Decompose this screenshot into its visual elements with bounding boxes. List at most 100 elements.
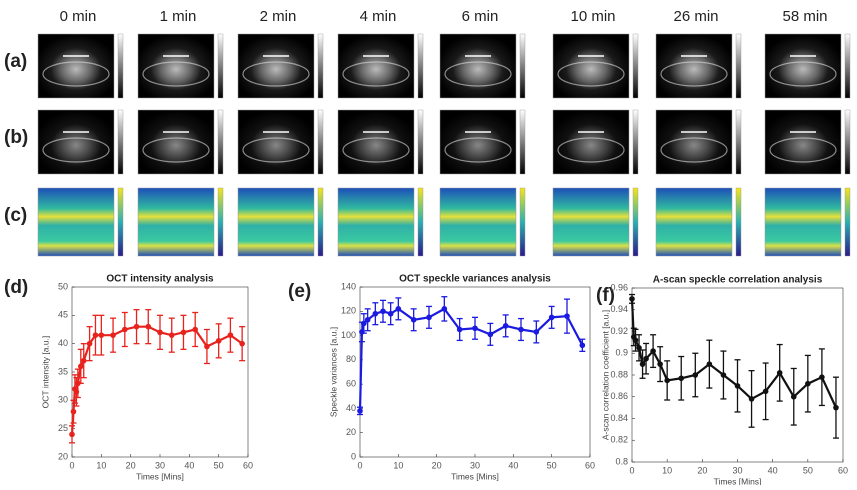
x-tick-label: 0: [629, 465, 634, 475]
x-tick-label: 0: [69, 460, 74, 470]
panel-label: (c): [4, 205, 27, 226]
colorbar: [632, 109, 639, 175]
x-tick-label: 30: [470, 460, 480, 470]
y-tick-label: 25: [58, 423, 68, 433]
data-point: [204, 343, 210, 350]
colorbar: [519, 33, 526, 99]
data-point: [122, 326, 128, 333]
data-point: [790, 393, 797, 400]
data-point: [168, 332, 175, 338]
image-grid: [37, 33, 851, 257]
lens-shape: [444, 137, 512, 163]
data-point: [86, 340, 93, 347]
data-point: [180, 329, 187, 336]
y-tick-label: 0.82: [610, 435, 628, 445]
y-tick-label: 0.88: [610, 369, 628, 379]
y-tick-label: 0: [351, 451, 356, 461]
y-tick-label: 0.96: [610, 282, 628, 292]
oct-image: [337, 33, 415, 99]
data-point: [833, 404, 839, 411]
y-axis-label: OCT intensity [a.u.]: [40, 336, 50, 409]
data-point: [805, 380, 811, 387]
x-tick-label: 60: [243, 460, 253, 470]
oct-image: [137, 33, 215, 99]
lens-shape: [444, 61, 512, 87]
y-tick-label: 0.84: [610, 413, 628, 423]
y-tick-label: 100: [341, 330, 356, 340]
oct-image: [764, 33, 842, 99]
data-point: [533, 329, 540, 335]
data-point: [133, 323, 140, 330]
y-tick-label: 0.9: [615, 348, 628, 358]
x-axis-label: Times [Mins]: [714, 476, 762, 485]
data-point: [78, 363, 84, 370]
lens-shape: [769, 137, 837, 163]
y-tick-label: 0.8: [615, 456, 628, 466]
oct-image: [237, 33, 315, 99]
lens-shape: [660, 61, 728, 87]
y-axis-label: A-scan correlation coefficient [a.u.]: [600, 310, 610, 440]
data-point: [441, 306, 448, 312]
lens-shape: [42, 61, 110, 87]
data-point: [639, 361, 646, 367]
lens-shape: [557, 137, 625, 163]
lens-shape: [242, 137, 310, 163]
time-label: 58 min: [782, 8, 827, 25]
data-point: [636, 345, 642, 351]
data-point: [157, 329, 163, 336]
data-point: [395, 306, 402, 312]
x-tick-label: 30: [732, 465, 742, 475]
y-tick-label: 35: [58, 366, 68, 376]
colorbar: [117, 187, 124, 257]
x-tick-label: 0: [357, 460, 362, 470]
x-tick-label: 20: [697, 465, 707, 475]
data-point: [632, 337, 639, 344]
chart-title: A-scan speckle correlation analysis: [653, 275, 823, 286]
data-point: [629, 296, 635, 302]
data-point: [472, 325, 478, 332]
time-label: 2 min: [260, 8, 297, 25]
oct-image: [764, 187, 842, 257]
oct-image: [37, 33, 115, 99]
x-axis-label: Times [Mins]: [136, 471, 184, 481]
lens-shape: [42, 137, 110, 163]
data-point: [664, 377, 670, 384]
colorbar: [417, 187, 424, 257]
colorbar: [632, 33, 639, 99]
time-label: 10 min: [570, 8, 615, 25]
data-point: [70, 408, 77, 415]
oct-image: [655, 187, 733, 257]
data-point: [227, 332, 234, 338]
panel-label: (e): [288, 281, 311, 302]
y-tick-label: 40: [346, 403, 356, 413]
lens-shape: [769, 61, 837, 87]
data-point: [215, 338, 222, 344]
data-point: [98, 332, 105, 338]
oct-image: [137, 187, 215, 257]
colorbar: [217, 109, 224, 175]
y-tick-label: 60: [346, 379, 356, 389]
data-point: [518, 326, 524, 333]
x-tick-label: 10: [393, 460, 403, 470]
colorbar: [317, 187, 324, 257]
x-tick-label: 10: [96, 460, 106, 470]
y-tick-label: 20: [346, 427, 356, 437]
data-point: [819, 374, 825, 380]
data-point: [387, 310, 394, 317]
y-tick-label: 30: [58, 395, 68, 405]
data-point: [487, 331, 494, 338]
lens-shape: [557, 61, 625, 87]
lens-shape: [242, 61, 310, 87]
oct-image: [655, 33, 733, 99]
x-tick-label: 40: [184, 460, 194, 470]
data-point: [192, 326, 198, 333]
chart-title: OCT intensity analysis: [106, 274, 214, 285]
data-point: [410, 316, 417, 323]
oct-image: [552, 187, 630, 257]
oct-image: [439, 187, 517, 257]
data-point: [357, 408, 363, 414]
oct-image: [552, 109, 630, 175]
y-tick-label: 40: [58, 338, 68, 348]
data-point: [564, 313, 570, 319]
